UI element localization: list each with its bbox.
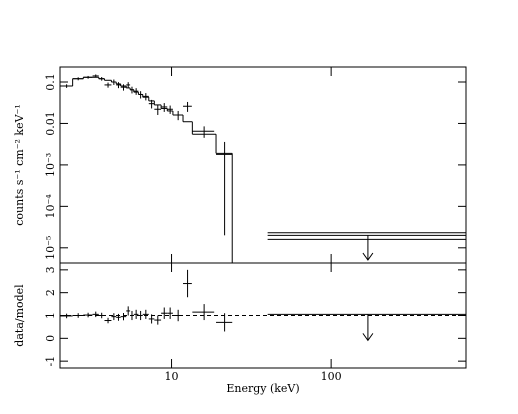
- y-axis-label: counts s⁻¹ cm⁻² keV⁻¹: [13, 104, 26, 226]
- y-tick-label: 10⁻⁴: [44, 194, 57, 219]
- y-axis-label: data/model: [13, 284, 26, 347]
- y-tick-label: 1: [44, 312, 57, 319]
- upper-limit-arrowhead: [362, 252, 374, 261]
- x-tick-label: 100: [321, 370, 342, 383]
- y-tick-label: 0: [44, 335, 57, 342]
- x-tick-label: 10: [165, 370, 179, 383]
- y-tick-label: 10⁻³: [44, 153, 57, 177]
- x-axis-label: Energy (keV): [226, 382, 299, 395]
- y-tick-label: 0.01: [44, 111, 57, 135]
- plot-area: [60, 269, 466, 342]
- upper-limit-arrowhead: [362, 333, 374, 342]
- y-tick-label: 3: [44, 266, 57, 273]
- plot-area: [60, 74, 466, 263]
- y-tick-label: 10⁻⁵: [44, 236, 57, 260]
- y-tick-label: 2: [44, 289, 57, 296]
- y-tick-label: 0.1: [44, 73, 57, 91]
- plot-frame: [59, 66, 467, 264]
- y-tick-label: -1: [44, 356, 57, 367]
